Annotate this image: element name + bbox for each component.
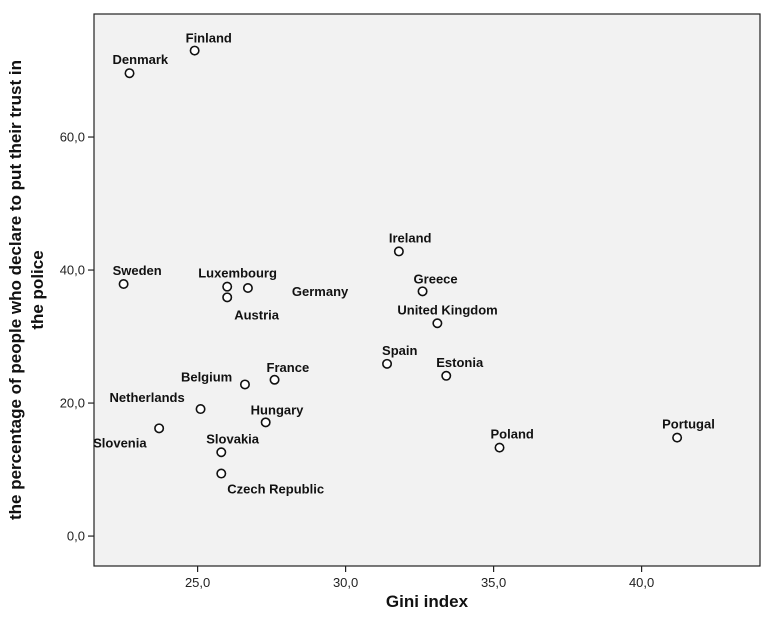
data-point — [417, 286, 428, 297]
x-tick-label: 25,0 — [185, 575, 210, 590]
point-label: Slovenia — [93, 435, 147, 450]
y-axis-title: the percentage of people who declare to … — [6, 60, 47, 520]
y-tick-label: 60,0 — [60, 130, 85, 145]
y-axis-title-line-2: the police — [28, 250, 47, 329]
point-label: Greece — [414, 271, 458, 286]
x-tick-label: 30,0 — [333, 575, 358, 590]
x-axis: 25,0 30,0 35,0 40,0 — [185, 566, 654, 590]
data-point — [222, 281, 233, 292]
data-point — [441, 370, 452, 381]
y-tick-label: 40,0 — [60, 263, 85, 278]
data-points: Finland Denmark Sweden Luxembourg Germany Aus… — [93, 31, 715, 497]
point-label: Luxembourg — [198, 266, 277, 281]
data-point — [260, 417, 271, 428]
data-point — [222, 292, 233, 303]
y-tick-label: 20,0 — [60, 396, 85, 411]
data-point — [432, 318, 443, 329]
data-point — [216, 447, 227, 458]
y-tick-label: 0,0 — [67, 529, 85, 544]
data-point — [672, 432, 683, 443]
point-label: France — [267, 360, 310, 375]
point-label: Germany — [292, 284, 349, 299]
x-axis-title: Gini index — [386, 592, 469, 611]
point-label: Austria — [234, 307, 280, 322]
point-label: Portugal — [662, 417, 715, 432]
x-tick-label: 35,0 — [481, 575, 506, 590]
point-label: Ireland — [389, 230, 432, 245]
data-point — [124, 68, 135, 79]
point-label: Finland — [186, 31, 232, 46]
y-axis: 0,0 20,0 40,0 60,0 — [60, 130, 94, 544]
point-label: Netherlands — [110, 390, 185, 405]
data-point — [393, 246, 404, 257]
data-point — [269, 374, 280, 385]
data-point — [154, 423, 165, 434]
point-label: United Kingdom — [397, 302, 497, 317]
data-point — [195, 404, 206, 415]
data-point — [216, 468, 227, 479]
data-point — [382, 358, 393, 369]
x-tick-label: 40,0 — [629, 575, 654, 590]
y-axis-title-line-1: the percentage of people who declare to … — [6, 60, 25, 520]
point-label: Poland — [491, 427, 534, 442]
data-point — [118, 279, 129, 290]
point-label: Belgium — [181, 369, 232, 384]
point-label: Sweden — [113, 263, 162, 278]
point-label: Slovakia — [206, 431, 260, 446]
data-point — [494, 442, 505, 453]
data-point — [242, 283, 253, 294]
point-label: Hungary — [251, 402, 305, 417]
point-label: Spain — [382, 343, 417, 358]
point-label: Denmark — [113, 52, 169, 67]
point-label: Czech Republic — [227, 482, 324, 497]
data-point — [239, 379, 250, 390]
point-label: Estonia — [436, 355, 484, 370]
data-point — [189, 45, 200, 56]
